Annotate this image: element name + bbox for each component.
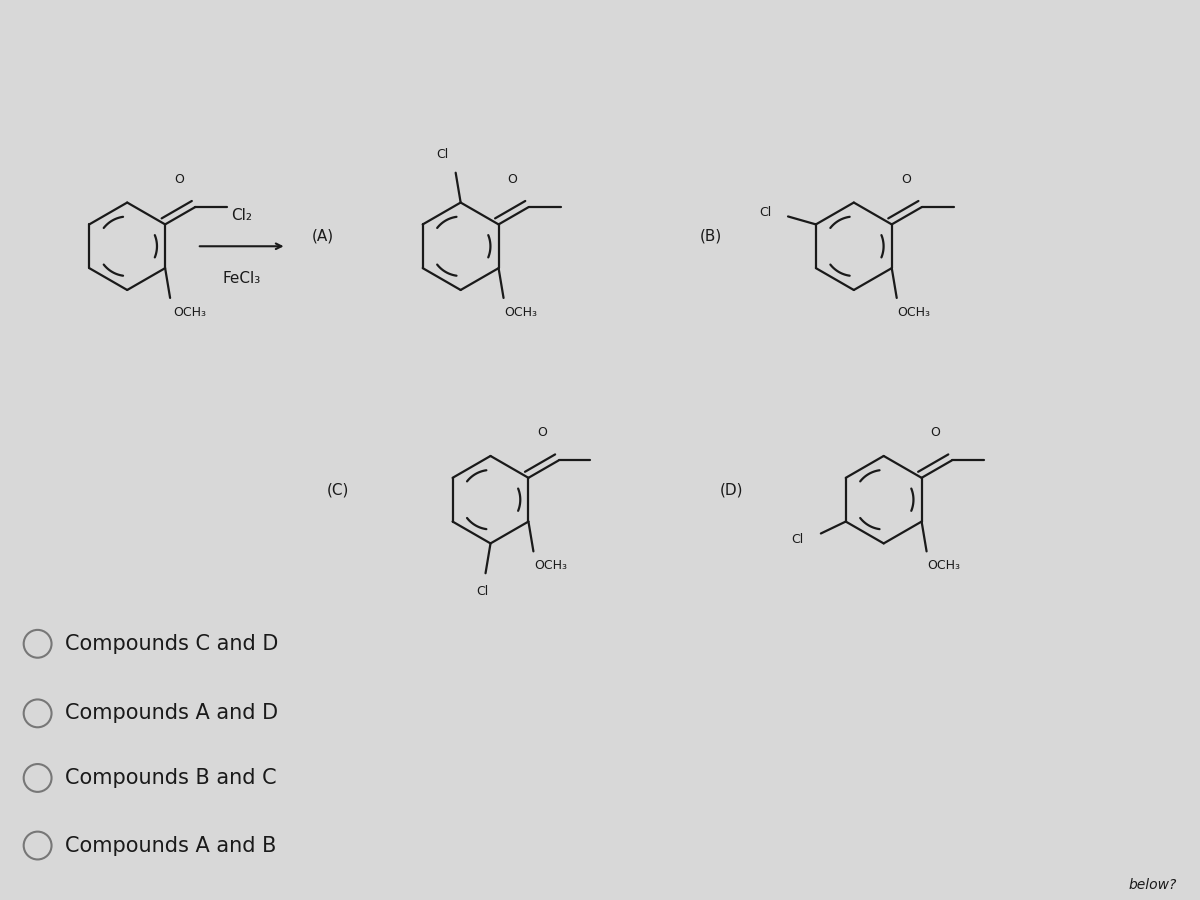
Text: Cl: Cl: [476, 585, 488, 598]
Text: O: O: [901, 173, 911, 185]
Text: Cl₂: Cl₂: [232, 209, 252, 223]
Text: (B): (B): [700, 229, 721, 244]
Text: O: O: [931, 426, 941, 439]
Text: OCH₃: OCH₃: [928, 559, 960, 572]
Text: (D): (D): [720, 482, 743, 498]
Text: OCH₃: OCH₃: [173, 306, 206, 319]
Text: O: O: [538, 426, 547, 439]
Text: Compounds A and D: Compounds A and D: [66, 704, 278, 724]
Text: OCH₃: OCH₃: [898, 306, 931, 319]
Text: (C): (C): [326, 482, 349, 498]
Text: Cl: Cl: [792, 533, 804, 546]
Text: Compounds C and D: Compounds C and D: [66, 634, 278, 653]
Text: O: O: [174, 173, 184, 185]
Text: O: O: [508, 173, 517, 185]
Text: Compounds B and C: Compounds B and C: [66, 768, 277, 788]
Text: (A): (A): [311, 229, 334, 244]
Text: Compounds A and B: Compounds A and B: [66, 835, 277, 856]
Text: FeCl₃: FeCl₃: [222, 271, 260, 286]
Text: OCH₃: OCH₃: [504, 306, 538, 319]
Text: Cl: Cl: [437, 148, 449, 161]
Text: Cl: Cl: [758, 206, 772, 219]
Text: below?: below?: [1129, 878, 1177, 892]
Text: OCH₃: OCH₃: [534, 559, 568, 572]
